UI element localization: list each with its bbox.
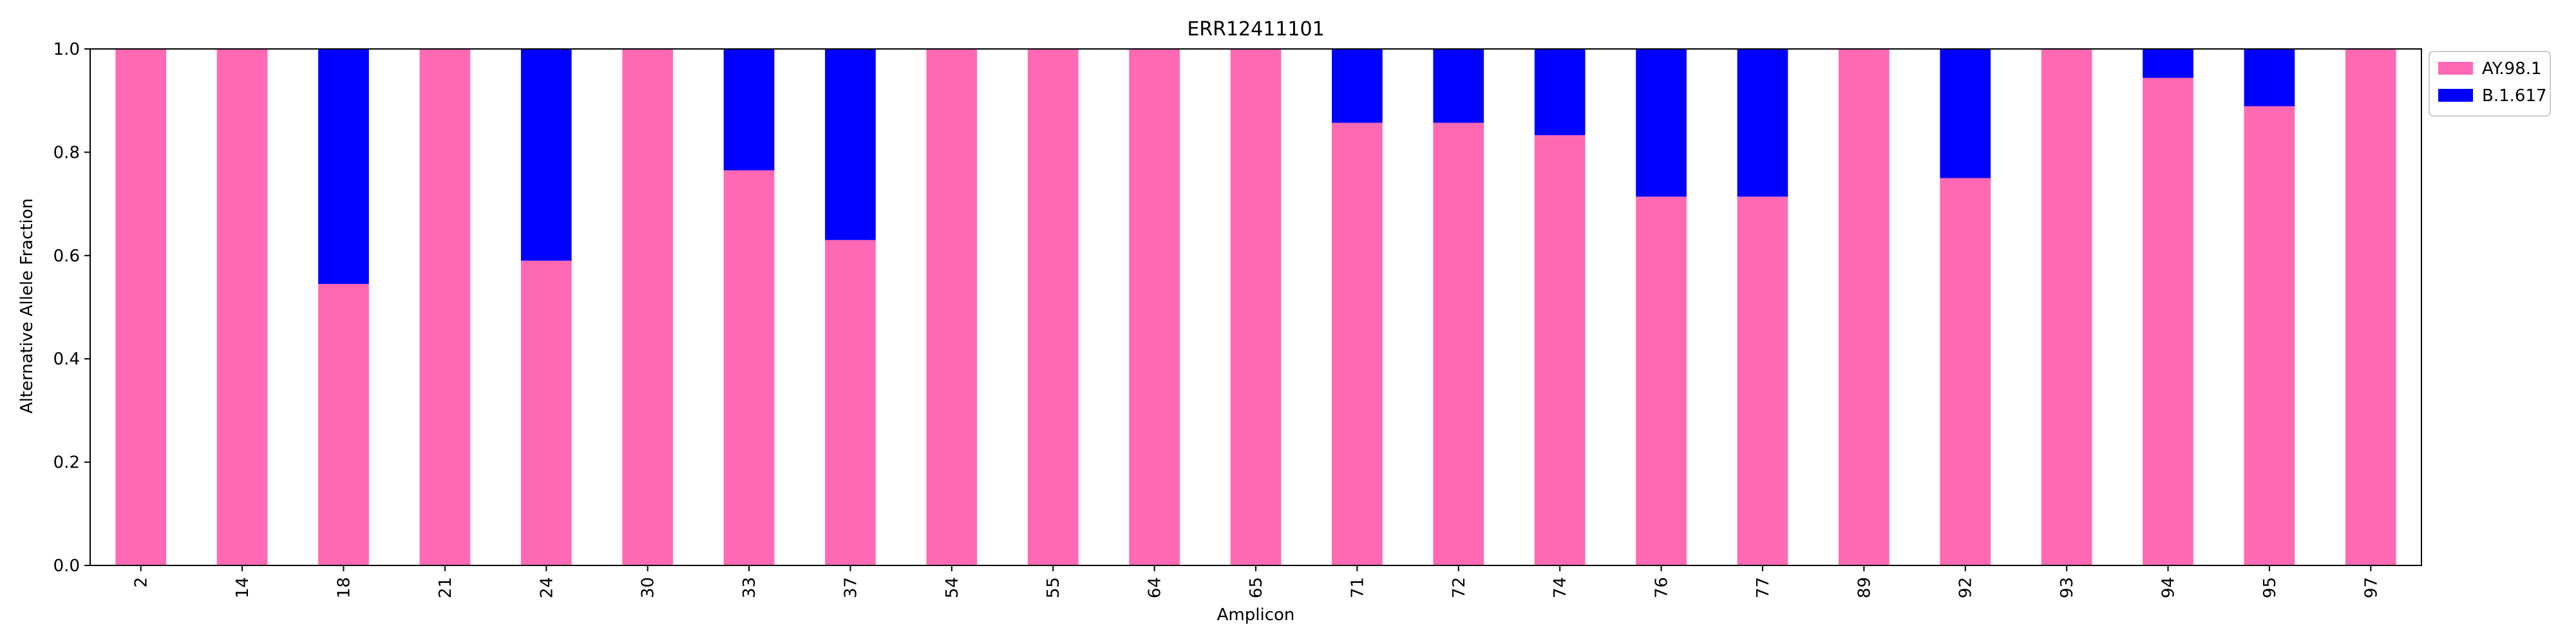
y-tick-label: 0.6 [53, 247, 80, 266]
bar-ay98-1-74 [1534, 135, 1586, 565]
x-tick-label: 64 [1146, 577, 1165, 598]
y-axis-label: Alternative Allele Fraction [17, 198, 37, 413]
bar-ay98-1-94 [2143, 77, 2193, 565]
bar-ay98-1-21 [419, 49, 471, 565]
x-tick-label: 33 [740, 577, 759, 598]
legend-swatch-ay98-1 [2438, 62, 2473, 75]
bar-b1617-74 [1534, 49, 1586, 135]
x-tick-label: 21 [436, 577, 455, 598]
x-tick-label: 71 [1348, 577, 1367, 598]
x-tick-label: 14 [233, 577, 252, 598]
bar-b1617-18 [318, 49, 369, 284]
chart-title: ERR12411101 [1187, 18, 1324, 41]
bar-b1617-94 [2143, 49, 2193, 78]
x-tick-label: 54 [943, 577, 962, 598]
legend: AY.98.1 B.1.617 [2429, 51, 2551, 117]
bar-b1617-77 [1737, 49, 1788, 197]
x-tick-label: 30 [639, 577, 658, 598]
bar-b1617-71 [1332, 49, 1383, 123]
bar-ay98-1-95 [2244, 106, 2295, 565]
bar-b1617-37 [825, 49, 876, 240]
x-tick-label: 97 [2362, 577, 2381, 598]
bar-ay98-1-33 [723, 170, 775, 566]
bar-b1617-76 [1636, 49, 1687, 197]
x-tick-label: 95 [2260, 577, 2280, 598]
bar-ay98-1-30 [622, 49, 673, 565]
bar-b1617-95 [2244, 49, 2295, 107]
bar-ay98-1-89 [1839, 49, 1889, 565]
legend-label-b1617: B.1.617 [2482, 86, 2547, 106]
y-tick-label: 1.0 [53, 40, 80, 59]
bar-ay98-1-92 [1940, 178, 1991, 565]
x-tick-label: 72 [1450, 577, 1469, 598]
bar-ay98-1-76 [1636, 196, 1687, 565]
bar-ay98-1-14 [216, 49, 268, 565]
x-tick-label: 37 [841, 577, 860, 598]
y-axis: 0.0 0.2 0.4 0.6 0.8 1.0 [53, 40, 90, 576]
x-tick-label: 77 [1754, 577, 1773, 598]
bar-b1617-24 [520, 49, 572, 261]
bar-b1617-92 [1940, 49, 1991, 178]
bar-ay98-1-65 [1230, 49, 1282, 565]
plot-area [90, 48, 2422, 566]
x-tick-label: 65 [1247, 577, 1266, 598]
y-tick-label: 0.0 [53, 556, 80, 576]
bar-b1617-33 [723, 49, 775, 171]
y-tick-label: 0.4 [53, 350, 80, 369]
bar-ay98-1-24 [520, 260, 572, 565]
x-tick-label: 18 [334, 577, 354, 598]
bar-ay98-1-54 [926, 49, 978, 565]
x-tick-label: 89 [1855, 577, 1874, 598]
x-tick-label: 55 [1044, 577, 1063, 598]
x-axis-label: Amplicon [1217, 605, 1295, 625]
bar-ay98-1-93 [2041, 49, 2092, 565]
legend-label-ay98-1: AY.98.1 [2482, 59, 2542, 79]
y-tick-label: 0.2 [53, 453, 80, 473]
x-axis: 2 14 18 21 24 30 33 37 54 55 64 65 71 72 74 76 77 89 92 93 9… [132, 565, 2381, 598]
bar-b1617-72 [1433, 49, 1484, 123]
x-tick-label: 93 [2058, 577, 2077, 598]
bar-ay98-1-72 [1433, 122, 1484, 565]
x-tick-label: 74 [1551, 577, 1570, 598]
bar-ay98-1-37 [825, 240, 876, 565]
x-tick-label: 92 [1956, 577, 1976, 598]
x-tick-label: 24 [537, 577, 556, 598]
y-tick-label: 0.8 [53, 143, 80, 162]
legend-swatch-b1617 [2438, 89, 2473, 102]
x-tick-label: 94 [2159, 577, 2179, 598]
bar-ay98-1-97 [2345, 49, 2396, 565]
bar-ay98-1-55 [1027, 49, 1079, 565]
x-tick-label: 2 [132, 577, 151, 588]
bar-ay98-1-18 [318, 283, 369, 565]
bar-ay98-1-77 [1737, 196, 1788, 565]
bar-ay98-1-71 [1332, 122, 1383, 565]
bar-ay98-1-2 [115, 49, 167, 565]
bar-ay98-1-64 [1129, 49, 1180, 565]
x-tick-label: 76 [1653, 577, 1672, 598]
